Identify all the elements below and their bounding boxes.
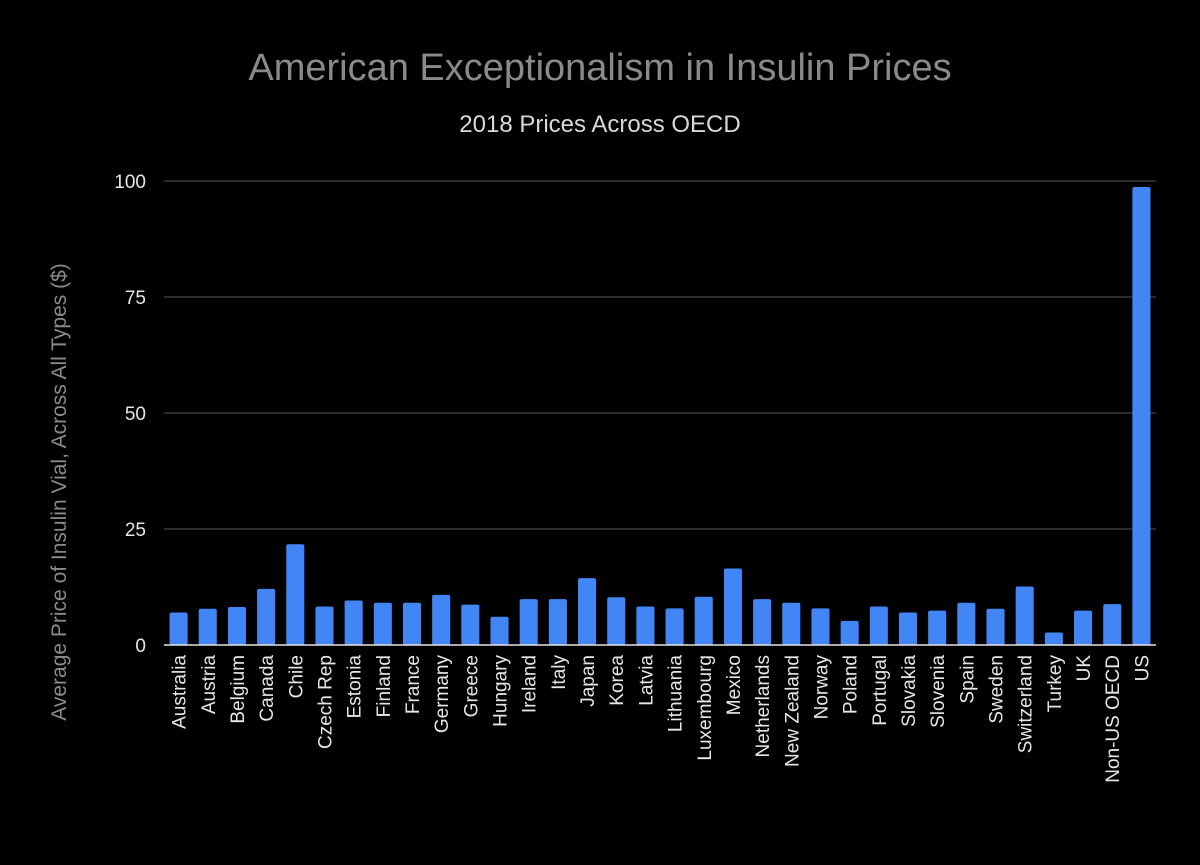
x-tick-label: Austria (199, 655, 220, 715)
bar (315, 606, 334, 645)
bar (782, 602, 801, 645)
y-axis-title: Average Price of Insulin Vial, Across Al… (48, 263, 71, 721)
x-tick-label: Greece (461, 655, 482, 717)
bar (344, 600, 363, 645)
bar (957, 602, 976, 645)
x-tick-label: Germany (432, 655, 453, 734)
bar (636, 606, 655, 645)
bar (928, 610, 947, 645)
bar (432, 594, 451, 645)
x-tick-label: Czech Rep (315, 655, 336, 749)
x-tick-label: Ireland (520, 655, 541, 713)
y-tick-label: 75 (125, 288, 146, 309)
x-tick-label: Netherlands (753, 655, 774, 757)
x-tick-label: Canada (257, 655, 278, 722)
bar (461, 604, 480, 645)
bar (1044, 632, 1063, 645)
x-tick-label: Sweden (987, 655, 1008, 724)
bar (840, 620, 859, 645)
bar (986, 608, 1005, 645)
bar (753, 599, 772, 645)
x-tick-label: Korea (607, 655, 628, 706)
x-tick-label: UK (1074, 655, 1095, 682)
bar (869, 606, 888, 645)
x-tick-label: Mexico (724, 655, 745, 715)
x-tick-label: Turkey (1045, 655, 1066, 713)
x-axis-ticks: Australia Austria Belgium Canada Chile Czech … (170, 655, 1154, 783)
bar (169, 612, 188, 645)
bar (694, 596, 713, 645)
bar (898, 612, 918, 645)
bar (402, 602, 422, 645)
x-tick-label: Belgium (228, 655, 249, 724)
x-tick-label: Finland (374, 655, 395, 717)
chart-subtitle: 2018 Prices Across OECD (459, 111, 740, 138)
bar (1015, 586, 1034, 645)
x-tick-label: Chile (286, 655, 307, 698)
bar (198, 608, 217, 645)
bar (257, 588, 276, 645)
x-tick-label: Slovakia (899, 655, 920, 727)
bar (607, 597, 626, 645)
bar (227, 606, 246, 645)
x-tick-label: Poland (841, 655, 862, 714)
x-tick-label: Switzerland (1016, 655, 1037, 753)
x-tick-label: Italy (549, 655, 570, 690)
bar (578, 578, 597, 645)
x-tick-label: Australia (170, 655, 191, 729)
x-tick-label: Portugal (870, 655, 891, 726)
gridlines (164, 180, 1156, 530)
bar (1074, 610, 1093, 645)
bar (548, 599, 567, 645)
bar (519, 599, 538, 645)
y-tick-label: 25 (125, 520, 146, 541)
x-tick-label: US (1132, 655, 1153, 681)
bar (286, 544, 305, 645)
y-axis-ticks: 0 25 50 75 100 (114, 172, 146, 657)
x-tick-label: New Zealand (782, 655, 803, 767)
x-tick-label: Latvia (636, 655, 657, 706)
x-tick-label: Estonia (345, 655, 366, 719)
x-tick-label: France (403, 655, 424, 714)
x-tick-label: Luxembourg (695, 655, 716, 761)
y-tick-label: 50 (125, 404, 146, 425)
bar (723, 568, 742, 645)
bar (811, 608, 830, 645)
y-tick-label: 0 (135, 636, 146, 657)
x-tick-label: Slovenia (928, 655, 949, 728)
bar (665, 608, 684, 645)
chart-title: American Exceptionalism in Insulin Price… (248, 47, 951, 89)
bar (373, 602, 392, 645)
bar (1103, 604, 1122, 645)
x-tick-label: Lithuania (666, 655, 687, 733)
bar (490, 616, 509, 645)
bar (1132, 187, 1151, 646)
bars (164, 187, 1156, 646)
x-tick-label: Norway (811, 655, 832, 720)
y-tick-label: 100 (114, 172, 146, 193)
x-tick-label: Hungary (491, 655, 512, 727)
x-tick-label: Spain (957, 655, 978, 704)
x-tick-label: Non-US OECD (1103, 655, 1124, 783)
x-tick-label: Japan (578, 655, 599, 707)
